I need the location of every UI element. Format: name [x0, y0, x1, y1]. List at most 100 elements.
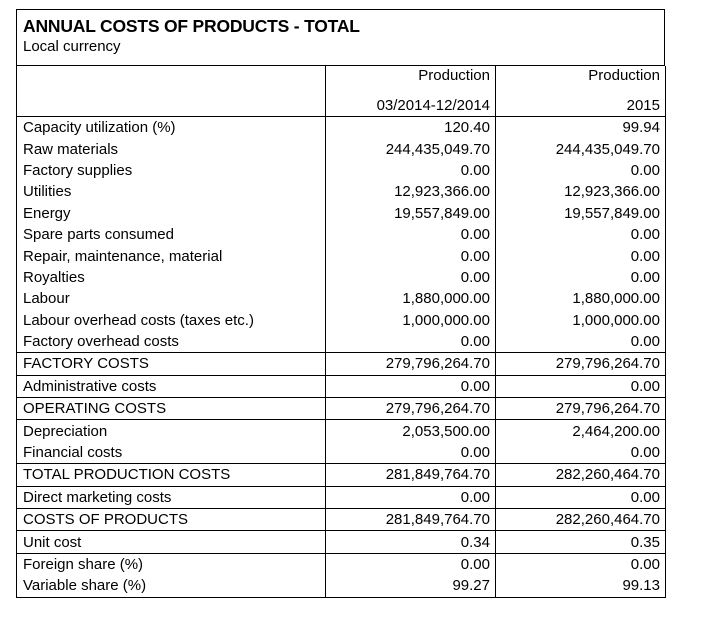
- row-value-col2: 244,435,049.70: [495, 138, 666, 160]
- row-value-col1: 279,796,264.70: [325, 352, 496, 376]
- row-value-col1: 0.00: [325, 245, 496, 267]
- row-label: FACTORY COSTS: [16, 352, 326, 376]
- row-value-col2: 282,260,464.70: [495, 508, 666, 531]
- row-value-col2: 0.00: [495, 223, 666, 246]
- row-label: Royalties: [16, 266, 326, 289]
- column-header-1-line2: 03/2014-12/2014: [325, 91, 496, 117]
- row-value-col1: 0.00: [325, 159, 496, 182]
- row-label: Foreign share (%): [16, 552, 326, 576]
- table-row: Unit cost 0.34 0.35: [16, 530, 666, 554]
- row-value-col1: 12,923,366.00: [325, 181, 496, 203]
- row-value-col2: 279,796,264.70: [495, 397, 666, 420]
- row-value-col1: 0.00: [325, 223, 496, 246]
- row-label: Repair, maintenance, material: [16, 245, 326, 267]
- row-label: Raw materials: [16, 138, 326, 160]
- report-title: ANNUAL COSTS OF PRODUCTS - TOTAL: [23, 16, 360, 36]
- column-header-blank: [16, 66, 326, 91]
- row-value-col1: 0.00: [325, 552, 496, 576]
- row-value-col2: 0.00: [495, 266, 666, 289]
- row-value-col2: 2,464,200.00: [495, 419, 666, 442]
- table-row: Foreign share (%) 0.00 0.00: [16, 552, 666, 576]
- column-header-row-1: Production Production: [16, 66, 666, 91]
- row-label: TOTAL PRODUCTION COSTS: [16, 463, 326, 487]
- column-header-2-line1: Production: [495, 66, 666, 91]
- row-label: Depreciation: [16, 419, 326, 442]
- row-label: Energy: [16, 202, 326, 224]
- row-value-col1: 0.00: [325, 485, 496, 509]
- row-value-col1: 1,000,000.00: [325, 309, 496, 331]
- table-row: Depreciation 2,053,500.00 2,464,200.00: [16, 419, 666, 442]
- row-value-col1: 0.00: [325, 330, 496, 353]
- row-value-col1: 99.27: [325, 575, 496, 598]
- table-row: OPERATING COSTS 279,796,264.70 279,796,264…: [16, 397, 666, 420]
- row-label: Factory overhead costs: [16, 330, 326, 353]
- row-label: Administrative costs: [16, 374, 326, 398]
- table-body: Capacity utilization (%) 120.40 99.94 Raw m…: [16, 116, 666, 598]
- row-value-col2: 0.00: [495, 374, 666, 398]
- row-value-col1: 120.40: [325, 116, 496, 139]
- row-value-col2: 279,796,264.70: [495, 352, 666, 376]
- row-value-col2: 0.00: [495, 485, 666, 509]
- table-row: TOTAL PRODUCTION COSTS 281,849,764.70 282,…: [16, 463, 666, 487]
- row-value-col1: 1,880,000.00: [325, 288, 496, 310]
- row-value-col1: 244,435,049.70: [325, 138, 496, 160]
- row-value-col2: 0.00: [495, 245, 666, 267]
- table-row: Energy 19,557,849.00 19,557,849.00: [16, 202, 666, 224]
- row-label: Variable share (%): [16, 575, 326, 598]
- row-value-col2: 12,923,366.00: [495, 181, 666, 203]
- column-header-1-line1: Production: [325, 66, 496, 91]
- column-header-row-2: 03/2014-12/2014 2015: [16, 91, 666, 117]
- table-row: COSTS OF PRODUCTS 281,849,764.70 282,260,4…: [16, 508, 666, 531]
- row-value-col1: 0.00: [325, 374, 496, 398]
- row-value-col1: 19,557,849.00: [325, 202, 496, 224]
- report-document: ANNUAL COSTS OF PRODUCTS - TOTAL Local c…: [16, 9, 666, 598]
- row-value-col1: 281,849,764.70: [325, 463, 496, 487]
- column-header-blank: [16, 91, 326, 117]
- row-value-col2: 1,000,000.00: [495, 309, 666, 331]
- row-label: Capacity utilization (%): [16, 116, 326, 139]
- row-value-col2: 19,557,849.00: [495, 202, 666, 224]
- row-label: Utilities: [16, 181, 326, 203]
- table-row: Utilities 12,923,366.00 12,923,366.00: [16, 181, 666, 203]
- row-value-col1: 0.34: [325, 530, 496, 554]
- table-row: Factory overhead costs 0.00 0.00: [16, 330, 666, 353]
- row-value-col1: 2,053,500.00: [325, 419, 496, 442]
- table-row: FACTORY COSTS 279,796,264.70 279,796,264.7…: [16, 352, 666, 376]
- report-subtitle: Local currency: [23, 38, 121, 55]
- row-label: Labour overhead costs (taxes etc.): [16, 309, 326, 331]
- table-row: Administrative costs 0.00 0.00: [16, 374, 666, 398]
- row-label: Financial costs: [16, 441, 326, 464]
- row-label: COSTS OF PRODUCTS: [16, 508, 326, 531]
- row-value-col1: 0.00: [325, 441, 496, 464]
- table-row: Labour overhead costs (taxes etc.) 1,000,…: [16, 309, 666, 331]
- row-value-col1: 281,849,764.70: [325, 508, 496, 531]
- table-row: Repair, maintenance, material 0.00 0.00: [16, 245, 666, 267]
- table-row: Financial costs 0.00 0.00: [16, 441, 666, 464]
- table-row: Royalties 0.00 0.00: [16, 266, 666, 289]
- row-label: Spare parts consumed: [16, 223, 326, 246]
- row-value-col2: 99.13: [495, 575, 666, 598]
- row-label: Labour: [16, 288, 326, 310]
- row-label: Direct marketing costs: [16, 485, 326, 509]
- report-header: ANNUAL COSTS OF PRODUCTS - TOTAL Local c…: [16, 9, 665, 66]
- costs-table: Production Production 03/2014-12/2014 20…: [16, 66, 666, 598]
- table-row: Direct marketing costs 0.00 0.00: [16, 485, 666, 509]
- row-label: OPERATING COSTS: [16, 397, 326, 420]
- row-value-col2: 99.94: [495, 116, 666, 139]
- row-value-col2: 0.00: [495, 552, 666, 576]
- row-value-col2: 0.00: [495, 330, 666, 353]
- row-value-col2: 282,260,464.70: [495, 463, 666, 487]
- row-value-col2: 1,880,000.00: [495, 288, 666, 310]
- row-value-col1: 0.00: [325, 266, 496, 289]
- table-row: Spare parts consumed 0.00 0.00: [16, 223, 666, 246]
- table-row: Factory supplies 0.00 0.00: [16, 159, 666, 182]
- table-row: Labour 1,880,000.00 1,880,000.00: [16, 288, 666, 310]
- row-value-col2: 0.00: [495, 159, 666, 182]
- row-label: Factory supplies: [16, 159, 326, 182]
- row-value-col1: 279,796,264.70: [325, 397, 496, 420]
- table-row: Variable share (%) 99.27 99.13: [16, 575, 666, 598]
- table-row: Raw materials 244,435,049.70 244,435,049.7…: [16, 138, 666, 160]
- table-row: Capacity utilization (%) 120.40 99.94: [16, 116, 666, 139]
- column-header-2-line2: 2015: [495, 91, 666, 117]
- row-value-col2: 0.00: [495, 441, 666, 464]
